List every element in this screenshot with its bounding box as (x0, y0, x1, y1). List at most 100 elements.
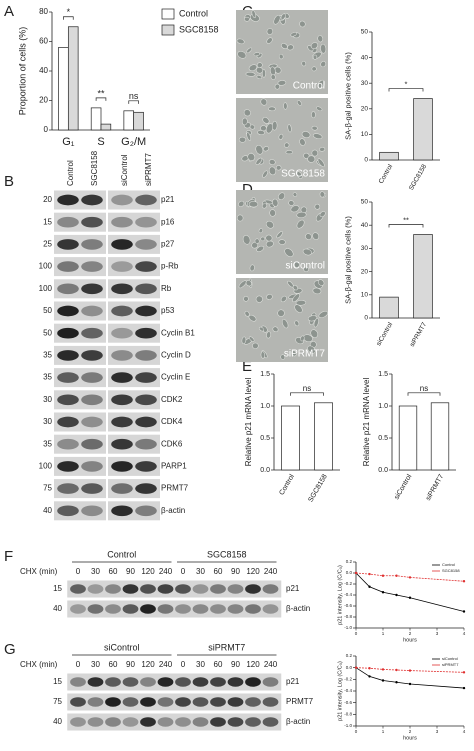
cell (249, 124, 255, 130)
y-tick-label: -1.0 (344, 625, 352, 630)
time-label: 90 (126, 567, 135, 576)
blot-strip (108, 345, 160, 365)
x-tick-label: SGC8158 (307, 473, 328, 503)
blot-band (81, 461, 103, 472)
cell (238, 280, 247, 289)
blot-marker: 40 (53, 604, 62, 613)
blot-band (111, 461, 133, 472)
blot-marker: 35 (43, 351, 52, 360)
data-point (395, 593, 398, 597)
cell (256, 75, 263, 80)
cell (295, 300, 307, 306)
group-label: siControl (104, 642, 140, 652)
blot-band (81, 505, 103, 517)
blot-band (57, 261, 79, 272)
cell (296, 219, 305, 229)
blot-protein: β-actin (286, 604, 310, 613)
cell (319, 191, 325, 198)
blot-protein: PRMT7 (161, 484, 189, 493)
blot-band (87, 677, 104, 687)
blot-column-label: siPRMT7 (144, 153, 153, 186)
blot-band (140, 584, 156, 594)
blot-band (192, 697, 209, 707)
cell (256, 62, 263, 68)
panel-letter: D (242, 181, 253, 198)
blot-band (57, 216, 79, 228)
bar (123, 110, 135, 131)
cell (274, 83, 280, 90)
panel-letter: A (4, 3, 14, 20)
x-axis-label: hours (403, 735, 417, 741)
blot-band (81, 327, 103, 339)
y-tick-label: 50 (361, 199, 369, 206)
blot-band (135, 305, 157, 317)
significance-label: ** (403, 215, 409, 224)
time-label: 120 (246, 567, 260, 576)
data-point (368, 675, 371, 678)
blot-row (67, 693, 282, 711)
blot-band (157, 717, 174, 727)
blot-band (70, 677, 86, 687)
x-tick-label: 4 (463, 729, 466, 734)
data-point (408, 669, 412, 672)
bar (379, 296, 399, 319)
blot-band (175, 584, 191, 594)
blot-column-label: siControl (120, 154, 129, 186)
blot-band (135, 239, 157, 250)
significance-label: ns (420, 384, 428, 393)
time-label: 0 (181, 660, 186, 669)
blot-band (81, 483, 103, 494)
time-label: 60 (109, 660, 118, 669)
blot-row (54, 390, 160, 410)
time-label: 90 (126, 660, 135, 669)
blot-protein: p-Rb (161, 262, 179, 271)
blot-strip (67, 673, 282, 691)
cell (255, 157, 263, 165)
cell (268, 166, 276, 176)
time-label: 30 (196, 567, 205, 576)
y-tick-label: 30 (361, 80, 369, 87)
blot-row (54, 479, 160, 499)
cell (268, 106, 276, 112)
micrograph (236, 278, 329, 362)
blot-strip (67, 600, 282, 618)
blot-band (81, 194, 103, 206)
y-tick-label: 0.2 (346, 653, 353, 658)
cell (243, 296, 249, 302)
micrograph (236, 190, 328, 274)
cell (314, 203, 321, 210)
blot-row (54, 368, 160, 388)
y-tick-label: 0.0 (378, 467, 388, 474)
time-label: 30 (91, 567, 100, 576)
data-point (408, 682, 412, 686)
x-tick-label: S (97, 136, 104, 148)
blot-marker: 100 (39, 284, 53, 293)
micrograph-label: SGC8158 (281, 169, 325, 180)
x-tick-label: Control (378, 163, 395, 185)
y-tick-label: -0.2 (344, 581, 352, 586)
cell (271, 121, 278, 131)
blot-band (105, 717, 121, 727)
blot-band (57, 350, 79, 361)
legend-swatch (161, 24, 175, 36)
blot-band (262, 604, 279, 614)
treatment-label: CHX (min) (20, 660, 58, 669)
blot-band (157, 677, 174, 687)
y-tick-label: -0.4 (344, 688, 352, 693)
blot-band (122, 584, 139, 594)
blot-band (111, 350, 133, 361)
blot-column-label: SGC8158 (90, 150, 99, 186)
blot-band (87, 717, 104, 727)
blot-row (54, 501, 160, 521)
cell (307, 315, 318, 322)
y-tick-label: 1.5 (260, 371, 270, 378)
time-label: 120 (141, 660, 155, 669)
blot-row (67, 600, 282, 618)
significance-label: ** (97, 88, 105, 98)
cell (299, 138, 306, 146)
blot-marker: 35 (43, 439, 52, 448)
blot-protein: CDK2 (161, 395, 183, 404)
cell (265, 234, 273, 242)
data-point (462, 686, 466, 690)
blot-strip (108, 212, 160, 232)
